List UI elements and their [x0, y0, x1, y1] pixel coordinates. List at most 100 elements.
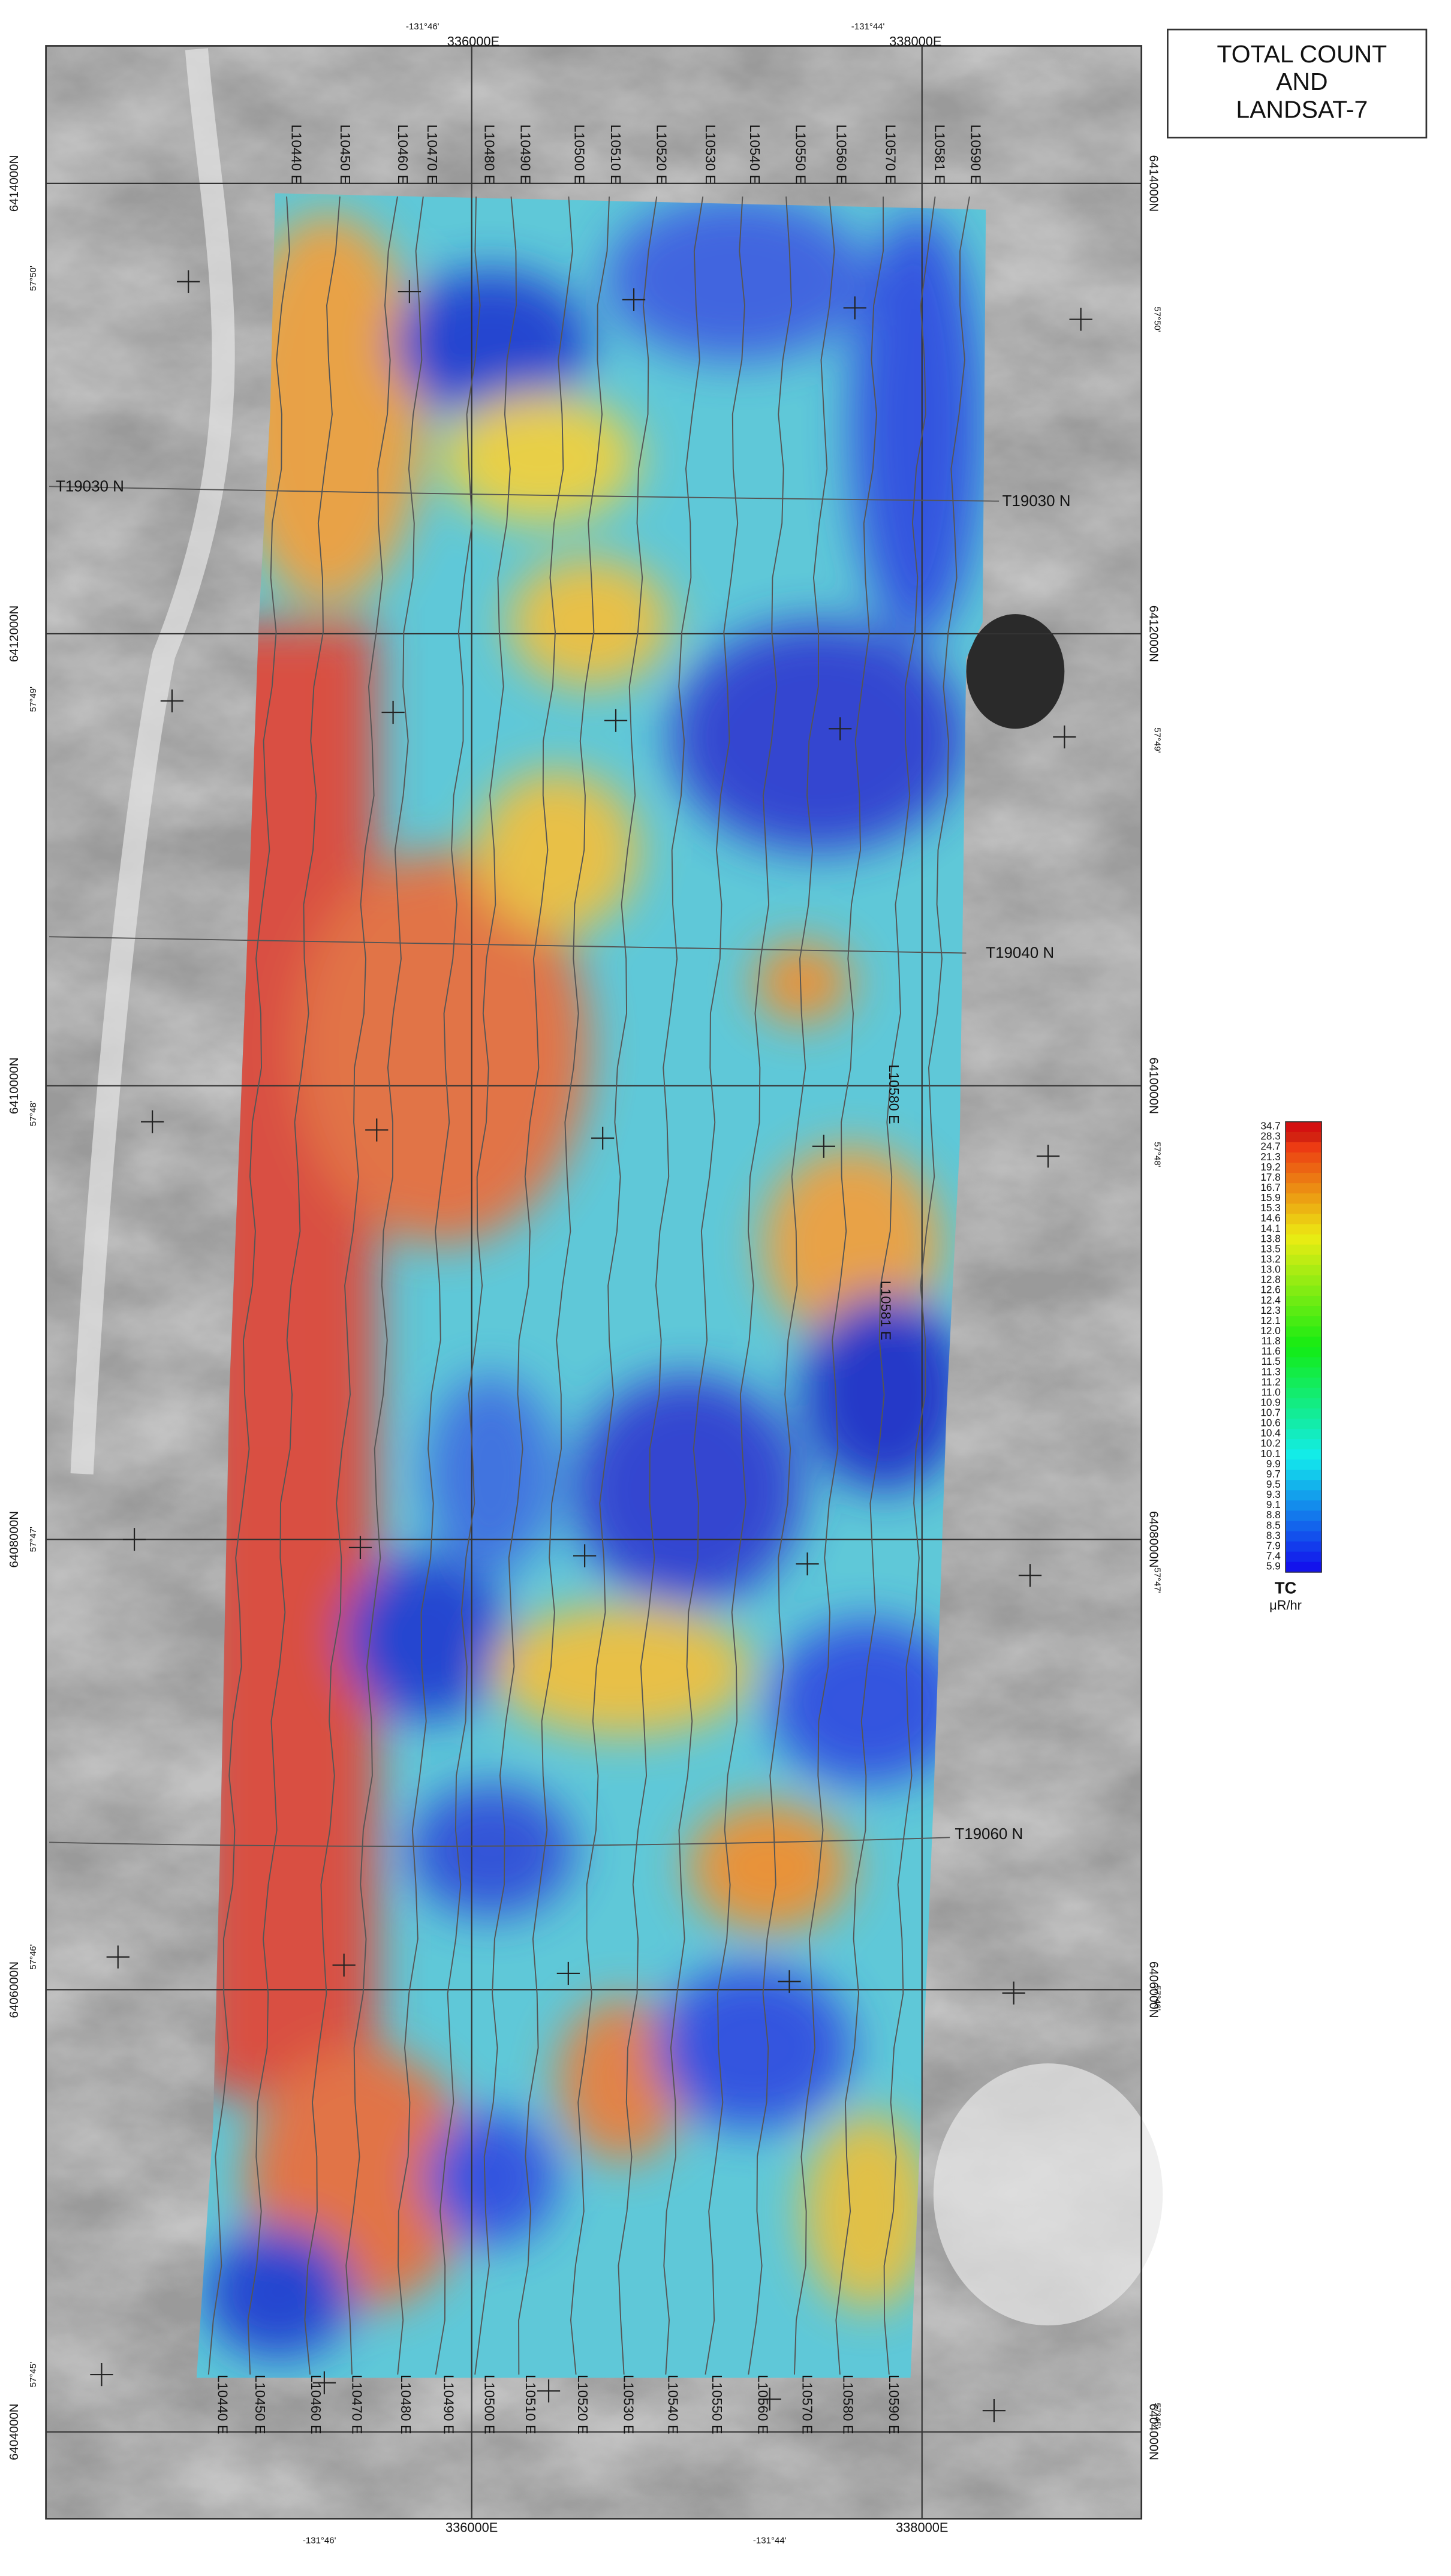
- longitude-label: -131°44': [851, 22, 885, 32]
- legend-swatch: [1286, 1459, 1321, 1470]
- flight-line-label: L10580 E: [886, 1064, 902, 1124]
- flight-line-label: L10530 E: [703, 125, 718, 184]
- flight-line-label: L10460 E: [395, 125, 411, 184]
- tie-line-label: T19040 N: [986, 945, 1054, 962]
- legend-swatch: [1286, 1122, 1321, 1133]
- legend-swatch: [1286, 1235, 1321, 1245]
- legend-swatch: [1286, 1347, 1321, 1358]
- legend-swatch: [1286, 1214, 1321, 1224]
- northing-label: 6414000N: [1146, 155, 1160, 212]
- flight-line-label: L10530 E: [621, 2375, 637, 2434]
- legend-swatch: [1286, 1378, 1321, 1389]
- legend-swatch: [1286, 1531, 1321, 1542]
- legend-swatch: [1286, 1562, 1321, 1573]
- flight-line-label: L10520 E: [654, 125, 669, 184]
- northing-label: 6404000N: [7, 2403, 21, 2460]
- legend-swatch: [1286, 1398, 1321, 1409]
- flight-line-label: L10460 E: [308, 2375, 324, 2434]
- flight-line-label: L10480 E: [482, 125, 498, 184]
- legend-swatch: [1286, 1173, 1321, 1184]
- lake: [966, 614, 1064, 729]
- flight-line-label: L10570 E: [799, 2375, 815, 2434]
- flight-line-label: L10520 E: [575, 2375, 591, 2434]
- easting-label: 336000E: [445, 2520, 498, 2535]
- legend-swatch: [1286, 1409, 1321, 1419]
- latitude-label: 57°49': [1152, 727, 1163, 753]
- flight-line-label: L10510 E: [523, 2375, 538, 2434]
- legend-swatch: [1286, 1275, 1321, 1286]
- flight-line-label: L10550 E: [709, 2375, 725, 2434]
- latitude-label: 57°47': [1152, 1567, 1163, 1593]
- flight-line-label: L10440 E: [288, 125, 304, 184]
- legend-swatch: [1286, 1255, 1321, 1266]
- flight-line-label: L10560 E: [755, 2375, 771, 2434]
- latitude-label: 57°48': [28, 1101, 38, 1126]
- tie-line-label: T19030 N: [1003, 493, 1071, 510]
- flight-line-label: L10560 E: [834, 125, 850, 184]
- legend-swatch: [1286, 1132, 1321, 1143]
- legend-title: TC: [1275, 1578, 1296, 1597]
- legend-swatch: [1286, 1142, 1321, 1153]
- latitude-label: 57°46': [1152, 1985, 1163, 2011]
- northing-label: 6414000N: [7, 155, 21, 212]
- legend-swatch: [1286, 1337, 1321, 1347]
- flight-line-label: L10590 E: [968, 125, 984, 184]
- flight-line-label: L10440 E: [215, 2375, 230, 2434]
- legend-swatch: [1286, 1224, 1321, 1235]
- legend-swatch: [1286, 1316, 1321, 1327]
- legend-swatch: [1286, 1500, 1321, 1511]
- longitude-label: -131°44': [753, 2535, 787, 2545]
- flight-line-label: L10570 E: [883, 125, 899, 184]
- latitude-label: 57°50': [28, 266, 38, 291]
- flight-line-label: L10580 E: [841, 2375, 856, 2434]
- northing-label: 6410000N: [7, 1057, 21, 1114]
- flight-line-label: L10581 E: [932, 125, 948, 184]
- legend-swatch: [1286, 1490, 1321, 1501]
- legend-swatch: [1286, 1296, 1321, 1307]
- flight-line-label: L10470 E: [349, 2375, 365, 2434]
- flight-line-label: L10470 E: [425, 125, 440, 184]
- flight-line-label: L10450 E: [252, 2375, 268, 2434]
- legend-swatch: [1286, 1552, 1321, 1563]
- legend-label: 5.9: [1266, 1560, 1281, 1572]
- title-line: TOTAL COUNT: [1217, 40, 1387, 68]
- flight-line-label: L10540 E: [665, 2375, 681, 2434]
- title-line: AND: [1276, 68, 1327, 95]
- legend-swatch: [1286, 1439, 1321, 1450]
- legend-swatch: [1286, 1367, 1321, 1378]
- northing-label: 6410000N: [1146, 1057, 1160, 1114]
- latitude-label: 57°45': [28, 2362, 38, 2387]
- legend-unit: μR/hr: [1269, 1598, 1302, 1613]
- legend-swatch: [1286, 1326, 1321, 1337]
- legend-swatch: [1286, 1521, 1321, 1531]
- tie-line-label: T19030 N: [56, 478, 124, 495]
- legend-swatch: [1286, 1152, 1321, 1163]
- longitude-label: -131°46': [406, 22, 439, 32]
- latitude-label: 57°45': [1152, 2403, 1163, 2428]
- legend-swatch: [1286, 1480, 1321, 1491]
- flight-line-label: L10581 E: [878, 1281, 893, 1340]
- easting-label: 336000E: [447, 34, 499, 49]
- legend-swatch: [1286, 1510, 1321, 1521]
- flight-line-label: L10490 E: [441, 2375, 456, 2434]
- legend-swatch: [1286, 1245, 1321, 1256]
- latitude-label: 57°47': [28, 1527, 38, 1552]
- legend-swatch: [1286, 1286, 1321, 1296]
- flight-line-label: L10480 E: [398, 2375, 414, 2434]
- flight-line-label: L10450 E: [338, 125, 353, 184]
- legend-swatch: [1286, 1163, 1321, 1173]
- flight-line-label: L10550 E: [793, 125, 808, 184]
- flight-line-label: L10510 E: [608, 125, 624, 184]
- legend-swatch: [1286, 1470, 1321, 1480]
- northing-label: 6412000N: [7, 606, 21, 662]
- legend-swatch: [1286, 1203, 1321, 1214]
- flight-line-label: L10540 E: [747, 125, 763, 184]
- latitude-label: 57°48': [1152, 1142, 1163, 1167]
- bright-area: [934, 2063, 1163, 2325]
- legend-swatch: [1286, 1419, 1321, 1430]
- legend-swatch: [1286, 1183, 1321, 1194]
- northing-label: 6408000N: [1146, 1511, 1160, 1567]
- legend-swatch: [1286, 1388, 1321, 1399]
- legend-swatch: [1286, 1542, 1321, 1552]
- legend-swatch: [1286, 1449, 1321, 1460]
